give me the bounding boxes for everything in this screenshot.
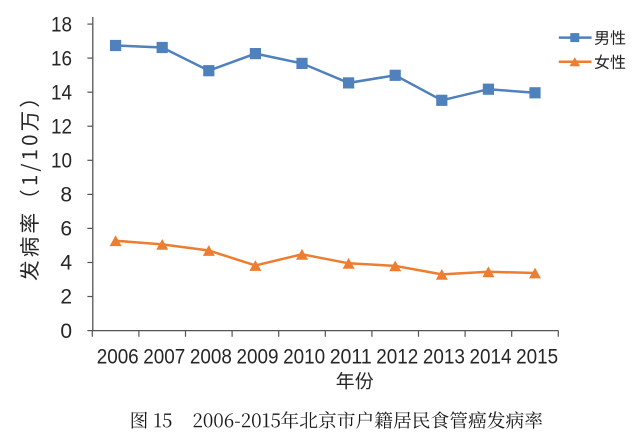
svg-text:2008: 2008 xyxy=(190,346,232,369)
svg-text:6: 6 xyxy=(60,218,72,241)
svg-text:2: 2 xyxy=(60,286,72,309)
svg-text:2009: 2009 xyxy=(237,346,279,369)
svg-text:2011: 2011 xyxy=(330,346,372,369)
svg-text:4: 4 xyxy=(60,252,72,275)
svg-text:2007: 2007 xyxy=(143,346,185,369)
svg-text:2010: 2010 xyxy=(283,346,325,369)
svg-text:10: 10 xyxy=(51,150,72,173)
svg-text:16: 16 xyxy=(51,47,72,70)
svg-text:12: 12 xyxy=(51,115,72,138)
svg-text:2013: 2013 xyxy=(423,346,465,369)
svg-text:0: 0 xyxy=(60,320,72,343)
svg-text:2006: 2006 xyxy=(97,346,139,369)
svg-text:8: 8 xyxy=(60,184,72,207)
svg-text:18: 18 xyxy=(51,13,72,36)
svg-text:14: 14 xyxy=(51,81,72,104)
svg-text:2014: 2014 xyxy=(470,346,512,369)
svg-text:2015: 2015 xyxy=(516,346,558,369)
svg-text:2012: 2012 xyxy=(376,346,418,369)
